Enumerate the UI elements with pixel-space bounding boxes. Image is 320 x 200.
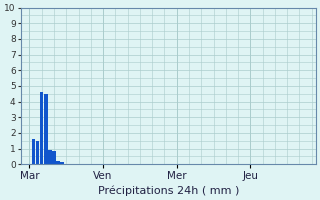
Bar [44, 94, 48, 164]
Bar [40, 92, 44, 164]
Bar [32, 139, 35, 164]
X-axis label: Précipitations 24h ( mm ): Précipitations 24h ( mm ) [98, 185, 239, 196]
Bar [36, 141, 39, 164]
Bar [52, 151, 56, 164]
Bar [56, 161, 60, 164]
Bar [60, 162, 64, 164]
Bar [48, 150, 52, 164]
